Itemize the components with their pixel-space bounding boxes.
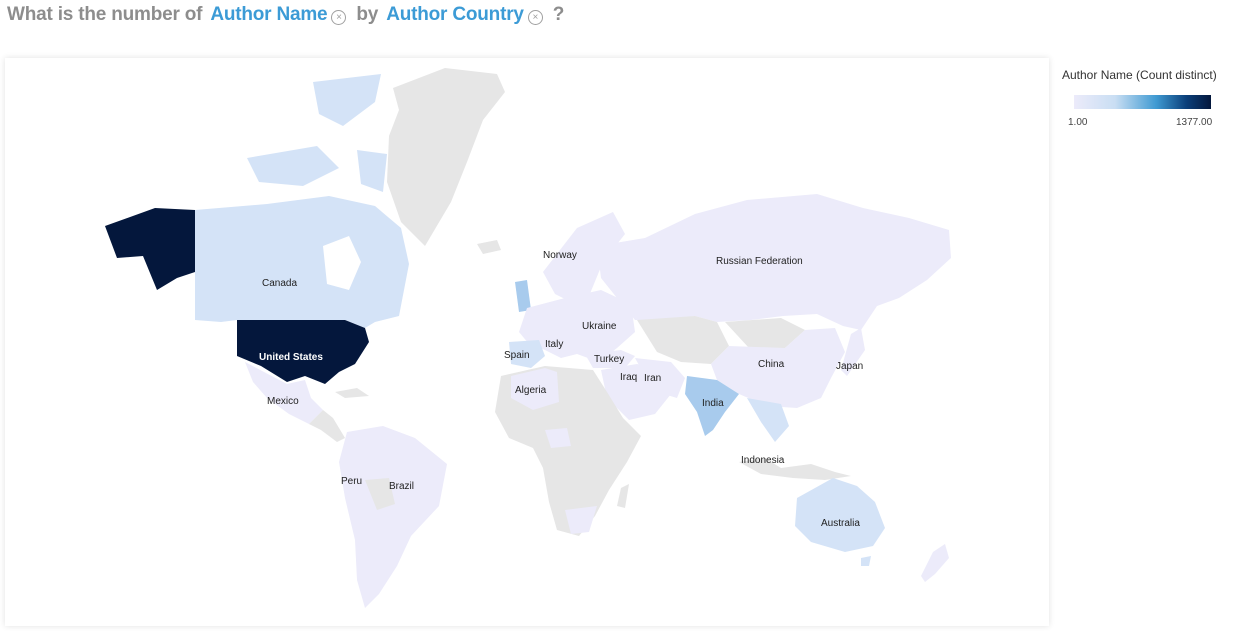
tasmania[interactable] — [861, 556, 871, 566]
label-mexico: Mexico — [267, 396, 299, 407]
united-kingdom[interactable] — [515, 280, 531, 312]
legend-color-scale — [1074, 95, 1211, 109]
query-bar: What is the number of Author Name × by A… — [7, 4, 564, 26]
central-asia[interactable] — [637, 316, 729, 364]
iceland[interactable] — [477, 240, 501, 254]
label-peru: Peru — [341, 476, 362, 487]
label-iran: Iran — [644, 373, 661, 384]
query-prefix: What is the number of — [7, 4, 202, 26]
label-ukraine: Ukraine — [582, 321, 617, 332]
label-italy: Italy — [545, 339, 563, 350]
query-connector: by — [356, 4, 378, 26]
label-spain: Spain — [504, 350, 530, 361]
arctic-islands[interactable] — [247, 74, 387, 192]
caribbean[interactable] — [335, 388, 369, 398]
label-china: China — [758, 359, 785, 370]
label-canada: Canada — [262, 278, 297, 289]
legend-min-value: 1.00 — [1068, 117, 1087, 128]
label-japan: Japan — [836, 361, 863, 372]
label-brazil: Brazil — [389, 481, 414, 492]
remove-measure-icon[interactable]: × — [331, 10, 346, 25]
label-russian-federation: Russian Federation — [716, 256, 803, 267]
legend-max-value: 1377.00 — [1176, 117, 1212, 128]
measure-token[interactable]: Author Name — [210, 4, 327, 26]
dimension-token[interactable]: Author Country — [386, 4, 524, 26]
new-zealand[interactable] — [921, 544, 949, 582]
remove-dimension-icon[interactable]: × — [528, 10, 543, 25]
greenland[interactable] — [387, 68, 505, 246]
label-indonesia: Indonesia — [741, 455, 785, 466]
canada[interactable] — [195, 196, 409, 328]
label-united-states: United States — [259, 352, 323, 363]
madagascar[interactable] — [617, 484, 629, 508]
australia[interactable] — [795, 478, 885, 552]
label-australia: Australia — [821, 518, 860, 529]
alaska[interactable] — [105, 208, 195, 290]
label-india: India — [702, 398, 724, 409]
world-map[interactable]: Canada United States Mexico Peru Brazil … — [5, 58, 1049, 626]
map-panel: Canada United States Mexico Peru Brazil … — [5, 58, 1049, 626]
label-turkey: Turkey — [594, 354, 624, 365]
label-algeria: Algeria — [515, 385, 547, 396]
query-suffix: ? — [553, 4, 564, 26]
south-america[interactable] — [339, 426, 447, 608]
label-iraq: Iraq — [620, 372, 637, 383]
legend-title: Author Name (Count distinct) — [1062, 68, 1239, 82]
label-norway: Norway — [543, 250, 577, 261]
